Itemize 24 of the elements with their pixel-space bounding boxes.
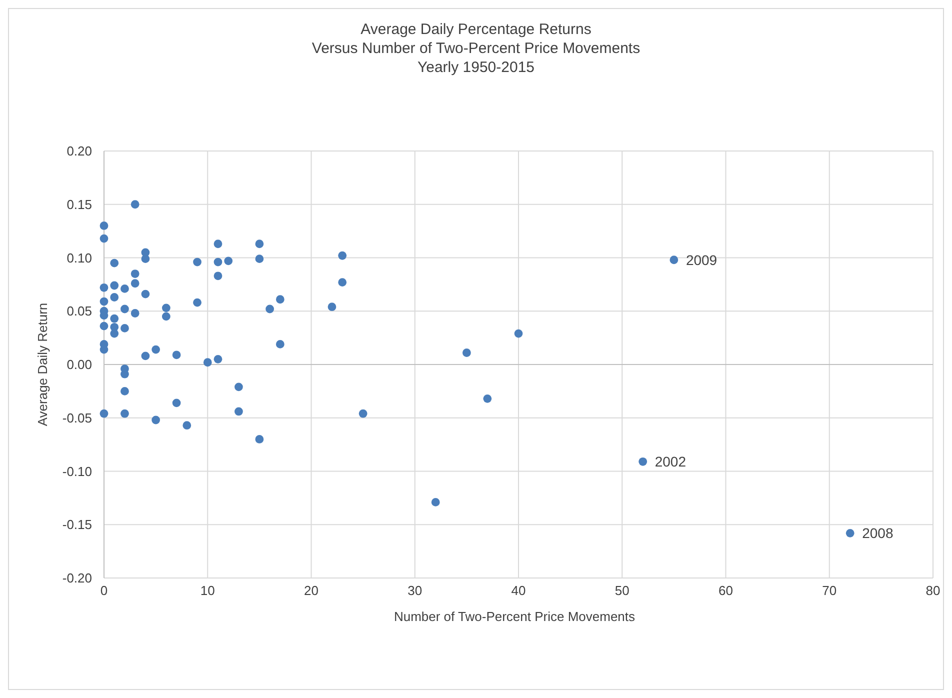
y-axis-title: Average Daily Return: [35, 302, 50, 426]
annotation: 2002: [654, 454, 686, 470]
y-tick-label: 0.15: [66, 196, 92, 212]
annotation: 2009: [686, 252, 718, 268]
x-tick-label: 70: [822, 583, 837, 598]
y-tick-label: 0.05: [66, 304, 92, 319]
x-tick-label: 10: [200, 583, 215, 598]
annotation: 2008: [862, 525, 894, 542]
x-axis-title: Number of Two-Percent Price Movements: [394, 609, 636, 624]
y-tick-label: -0.15: [62, 517, 92, 532]
x-tick-label: 60: [718, 583, 733, 598]
x-tick-label: 40: [511, 583, 526, 598]
x-tick-label: 20: [304, 583, 318, 598]
y-tick-label: -0.20: [62, 570, 92, 586]
chart-title: Average Daily Percentage Returns Versus Number of Two-Percent Price Movements Yearly 1950-2015: [312, 21, 640, 76]
x-tick-label: 0: [100, 583, 108, 598]
x-tick-label: 30: [408, 583, 422, 598]
y-tick-label: 0.10: [66, 250, 92, 266]
y-tick-label: -0.10: [62, 464, 92, 479]
y-tick-label: 0.00: [66, 357, 92, 372]
x-tick-label: 80: [926, 583, 940, 598]
y-tick-label: 0.20: [66, 144, 92, 158]
y-tick-label: -0.05: [62, 410, 92, 426]
x-tick-label: 50: [614, 583, 630, 598]
